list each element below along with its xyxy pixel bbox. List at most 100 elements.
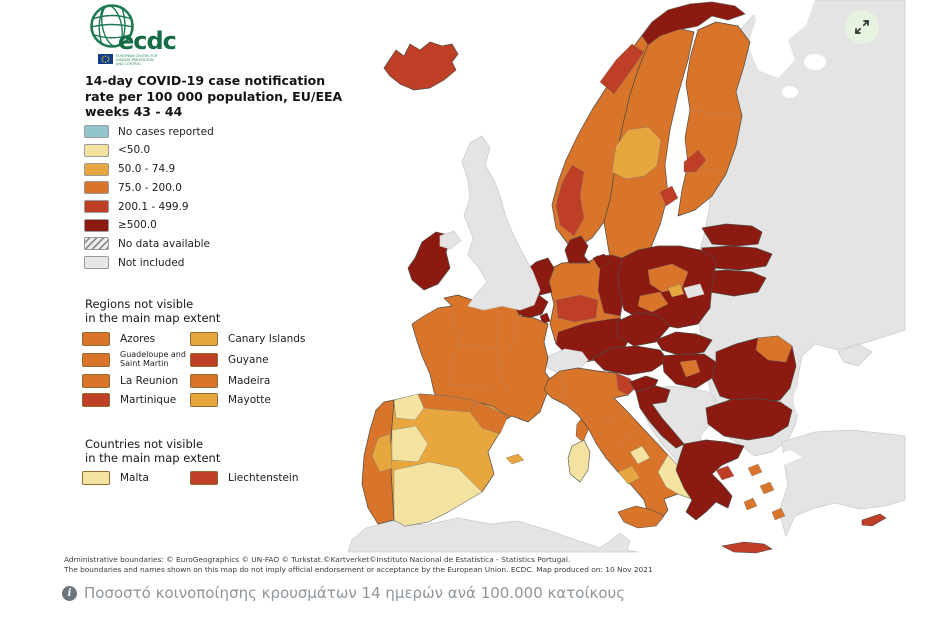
region-greek-island [759, 481, 775, 495]
rate-legend: No cases reported <50.0 50.0 - 74.9 75.0… [84, 125, 214, 270]
region-estonia[interactable] [701, 223, 763, 247]
legend-item-lt50: <50.0 [84, 143, 214, 158]
black-sea-west [794, 374, 842, 426]
region-spain-west-center [391, 425, 429, 463]
legend-swatch-no-cases [84, 125, 109, 139]
region-item-canary-islands: Canary Islands [190, 331, 340, 346]
region-label: La Reunion [120, 374, 179, 387]
region-spain-northeast [469, 400, 509, 435]
region-greek-island [771, 507, 786, 521]
region-portugal-inland [371, 433, 393, 473]
legend-item-no-cases: No cases reported [84, 125, 214, 139]
legend-item-gte500: ≥500.0 [84, 218, 214, 232]
region-bulgaria[interactable] [705, 397, 793, 441]
region-item-madeira: Madeira [190, 373, 340, 388]
legend-label: 200.1 - 499.9 [118, 200, 189, 213]
region-sweden-center [611, 126, 662, 180]
region-label: Mayotte [228, 393, 271, 406]
region-crete [721, 541, 773, 554]
region-swatch-martinique [82, 392, 110, 407]
eu-flag-icon [98, 54, 113, 64]
region-swatch-azores [82, 331, 110, 346]
legend-label: 50.0 - 74.9 [118, 163, 176, 176]
expand-button[interactable] [845, 10, 879, 44]
region-cyprus [861, 513, 887, 527]
region-label: Martinique [120, 393, 177, 406]
regions-not-visible-legend: Azores Canary Islands Guadeloupe and Sai… [82, 329, 340, 409]
region-swatch-madeira [190, 373, 218, 388]
legend-swatch-not-included [84, 256, 109, 270]
region-iceland[interactable] [383, 41, 459, 91]
info-icon: i [62, 585, 77, 601]
region-kaliningrad [683, 283, 705, 299]
lake-onega [782, 86, 798, 98]
legend-swatch-no-data [84, 237, 109, 251]
legend-item-no-data: No data available [84, 237, 214, 251]
region-label: Azores [120, 332, 156, 345]
legend-swatch-gte500 [84, 218, 109, 232]
region-poland-lodz [667, 283, 685, 298]
region-croatia[interactable] [635, 385, 685, 449]
legend-swatch-75-200 [84, 181, 109, 195]
region-czechia[interactable] [615, 311, 671, 347]
region-sardinia [567, 439, 591, 483]
logo-org-line1: EUROPEAN CENTRE FOR [116, 54, 158, 58]
countries-heading-line1: Countries not visible [85, 437, 204, 451]
white-sea [748, 0, 815, 78]
region-norway-mid [599, 43, 645, 95]
sea-of-marmara [770, 450, 802, 465]
map-title-line2: rate per 100 000 population, EU/EEA [85, 88, 343, 104]
caption-text: Ποσοστό κοινοποίησης κρουσμάτων 14 ημερώ… [84, 584, 626, 602]
region-north-africa [347, 517, 639, 553]
region-slovakia[interactable] [655, 331, 713, 357]
region-romania-northeast [755, 335, 793, 363]
map-title-line1: 14-day COVID-19 case notification [85, 73, 326, 88]
legend-label: 75.0 - 200.0 [118, 181, 182, 194]
region-label: Canary Islands [228, 332, 306, 345]
region-denmark[interactable] [564, 235, 591, 264]
legend-item-50-75: 50.0 - 74.9 [84, 162, 214, 176]
region-item-azores: Azores [82, 331, 190, 346]
region-italy-molise [629, 445, 651, 465]
countries-not-visible-legend: Malta Liechtenstein [82, 468, 340, 488]
legend-label: ≥500.0 [118, 219, 157, 232]
region-turkey [778, 429, 906, 537]
italy-inner-borders [559, 370, 641, 446]
greek-caption: i Ποσοστό κοινοποίησης κρουσμάτων 14 ημε… [62, 584, 625, 602]
region-swatch-guadeloupe [82, 352, 110, 367]
country-label: Malta [120, 472, 149, 484]
map-attribution: Administrative boundaries: © EuroGeograp… [64, 555, 653, 574]
region-item-guadeloupe: Guadeloupe and Saint Martin [82, 350, 190, 368]
region-northern-ireland [439, 230, 462, 250]
region-spain-south [393, 461, 483, 527]
country-swatch-malta [82, 471, 110, 485]
region-item-guyane: Guyane [190, 352, 340, 367]
legend-item-200-500: 200.1 - 499.9 [84, 200, 214, 214]
ecdc-logo: ecdc EUROPEAN CENTRE FOR DISEASE PREVENT… [90, 4, 177, 66]
region-swatch-la-reunion [82, 373, 110, 388]
region-item-martinique: Martinique [82, 392, 190, 407]
region-italy-northeast [615, 372, 637, 396]
region-greece-attica [715, 465, 735, 481]
region-italy-campania [617, 465, 641, 485]
region-sicily [617, 505, 665, 529]
map-title: 14-day COVID-19 case notification rate p… [85, 73, 342, 120]
region-spain-galicia [393, 393, 425, 421]
region-swatch-mayotte [190, 392, 218, 407]
country-label: Liechtenstein [228, 472, 299, 484]
legend-swatch-200-500 [84, 200, 109, 213]
region-balearic-islands [505, 453, 525, 465]
region-crimea [837, 343, 873, 367]
lake-ladoga [804, 54, 826, 70]
region-poland-center-b [637, 291, 669, 313]
region-greece[interactable] [675, 439, 745, 521]
legend-label: Not included [118, 256, 185, 269]
region-swatch-canary-islands [190, 331, 218, 346]
attribution-line2: The boundaries and names shown on this m… [64, 564, 653, 574]
legend-label: No cases reported [118, 125, 214, 138]
region-label: Guyane [228, 353, 269, 366]
map-title-line3: weeks 43 - 44 [85, 104, 183, 119]
region-norway-southwest [555, 164, 585, 237]
